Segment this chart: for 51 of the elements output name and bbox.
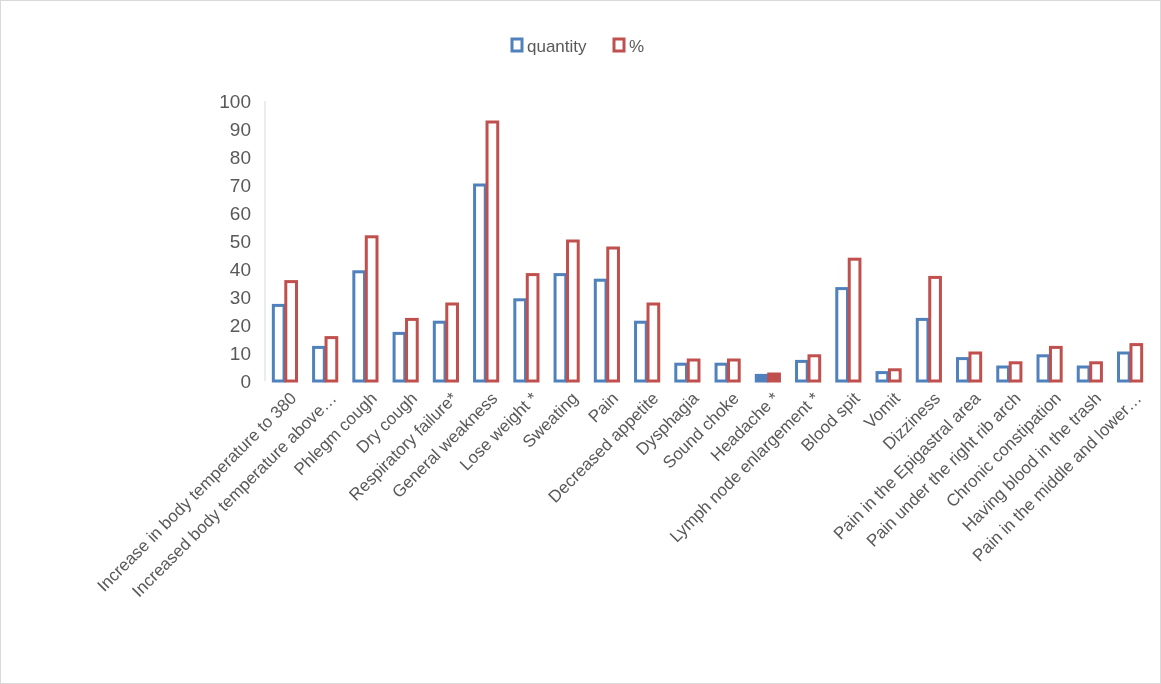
bar [324,336,339,383]
bar [875,371,890,383]
bar [807,354,822,383]
bar [473,183,487,383]
bar [915,317,930,383]
legend-label: % [629,36,645,56]
bar [887,368,902,383]
bar [1048,345,1063,383]
bar [996,365,1010,383]
bar [1036,354,1051,383]
legend-label: quantity [527,36,588,56]
bar [405,317,419,383]
bar [1129,343,1144,383]
bar [1089,361,1103,383]
bar [835,287,849,383]
y-tick-label: 60 [229,202,251,224]
y-tick-label: 10 [229,342,251,364]
bar [392,331,407,383]
bar [513,298,528,383]
bar [634,320,648,383]
bar [767,372,781,383]
y-tick-label: 70 [229,174,251,196]
bar [485,120,500,383]
bar [445,302,459,383]
y-tick-label: 90 [229,118,251,140]
y-tick-label: 100 [219,90,251,112]
bar [714,362,729,383]
y-tick-label: 50 [229,230,251,252]
bar [754,373,769,383]
bar [566,239,580,383]
y-tick-label: 80 [229,146,251,168]
y-tick-label: 40 [229,258,251,280]
bar [525,273,540,383]
bar [727,358,741,383]
bar [284,280,298,383]
bar [847,257,862,383]
bar [312,345,326,383]
bar [1008,361,1023,383]
y-tick-label: 0 [240,370,251,392]
bar [968,351,983,383]
bar [674,362,688,383]
bar [646,302,661,383]
bar [553,273,568,383]
y-tick-label: 20 [229,314,251,336]
bar [606,246,620,383]
bar [928,275,942,383]
y-tick-label: 30 [229,286,251,308]
bar [686,358,701,383]
bar [352,270,367,383]
bar [1076,365,1091,383]
bar [364,235,379,383]
